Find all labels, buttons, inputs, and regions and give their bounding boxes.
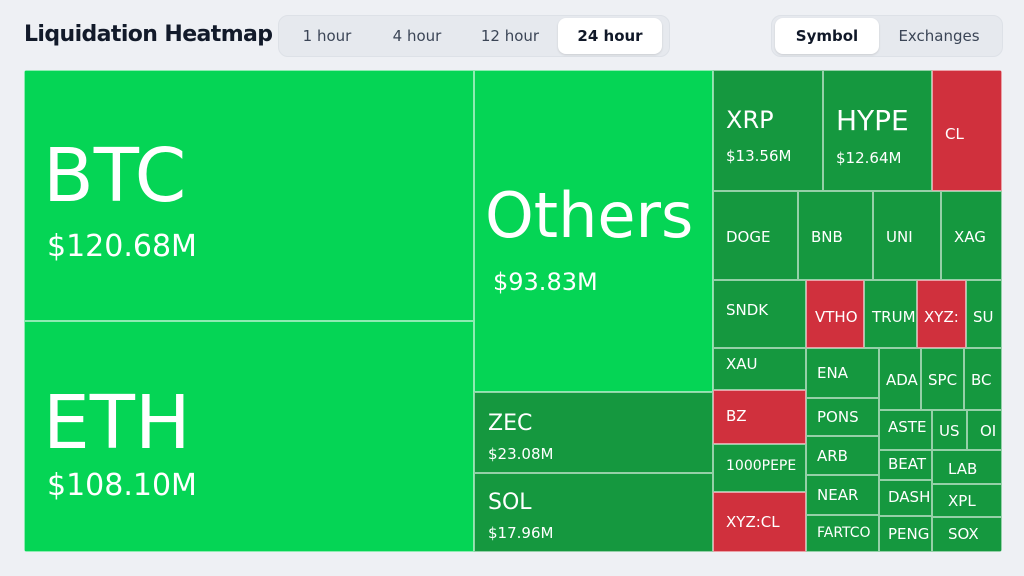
tile-symbol: ASTE [888, 418, 927, 436]
tile-symbol: ENA [817, 364, 848, 382]
tile-su[interactable]: SU [966, 280, 1002, 348]
tile-bz[interactable]: BZ [713, 390, 806, 444]
tile-pons[interactable]: PONS [806, 398, 879, 436]
tile-trum[interactable]: TRUM [864, 280, 917, 348]
tile-value: $108.10M [47, 468, 197, 503]
tile-symbol: SOL [488, 490, 532, 515]
tile-symbol: ZEC [488, 411, 533, 436]
group-symbol-button[interactable]: Symbol [775, 18, 879, 54]
tile-symbol: Others [485, 179, 694, 252]
tile-symbol: XAG [954, 228, 986, 246]
tile-aster[interactable]: ASTE [879, 410, 932, 450]
timeframe-12h-button[interactable]: 12 hour [480, 27, 540, 45]
tile-value: $17.96M [488, 524, 554, 542]
tile-symbol: ARB [817, 447, 848, 465]
tile-symbol: DOGE [726, 228, 771, 246]
timeframe-24h-button[interactable]: 24 hour [558, 18, 662, 54]
tile-others[interactable]: Others $93.83M [474, 70, 713, 392]
tile-bc[interactable]: BC [964, 348, 1002, 410]
tile-us[interactable]: US [932, 410, 967, 450]
tile-symbol: BZ [726, 407, 747, 425]
tile-symbol: HYPE [836, 104, 909, 137]
tile-symbol: XYZ: [924, 308, 959, 326]
grouping-selector: Symbol Exchanges [771, 15, 1003, 57]
tile-symbol: UNI [886, 228, 913, 246]
tile-symbol: FARTCO [817, 525, 871, 541]
timeframe-selector: 1 hour 4 hour 12 hour 24 hour [278, 15, 670, 57]
tile-symbol: ADA [886, 371, 918, 389]
tile-symbol: SOX [948, 525, 979, 543]
tile-eth[interactable]: ETH $108.10M [24, 321, 474, 552]
tile-peng[interactable]: PENG [879, 516, 932, 552]
tile-bnb[interactable]: BNB [798, 191, 873, 280]
tile-xyz-cl[interactable]: XYZ:CL [713, 492, 806, 552]
tile-symbol: PENG [888, 525, 930, 543]
tile-xpl[interactable]: XPL [932, 484, 1002, 517]
tile-symbol: NEAR [817, 486, 859, 504]
tile-symbol: XRP [726, 106, 774, 134]
tile-symbol: TRUM [872, 308, 916, 326]
tile-xau[interactable]: XAU [713, 348, 806, 390]
page-title: Liquidation Heatmap [24, 22, 273, 47]
tile-cl[interactable]: CL [932, 70, 1002, 191]
tile-symbol: LAB [948, 460, 978, 478]
liquidation-heatmap: BTC $120.68M ETH $108.10M Others $93.83M… [24, 70, 1002, 552]
tile-xag[interactable]: XAG [941, 191, 1002, 280]
tile-symbol: US [939, 422, 960, 440]
tile-ada[interactable]: ADA [879, 348, 921, 410]
tile-zec[interactable]: ZEC $23.08M [474, 392, 713, 473]
tile-sol[interactable]: SOL $17.96M [474, 473, 713, 552]
timeframe-4h-button[interactable]: 4 hour [392, 27, 442, 45]
tile-symbol: XYZ:CL [726, 513, 780, 531]
tile-symbol: XAU [726, 355, 758, 373]
tile-symbol: SU [973, 308, 994, 326]
tile-fartcoin[interactable]: FARTCO [806, 515, 879, 552]
tile-hype[interactable]: HYPE $12.64M [823, 70, 932, 191]
tile-value: $93.83M [493, 268, 598, 296]
tile-spc[interactable]: SPC [921, 348, 964, 410]
group-exchanges-button[interactable]: Exchanges [898, 27, 980, 45]
tile-symbol: ETH [43, 380, 191, 466]
tile-symbol: CL [945, 125, 964, 143]
tile-value: $12.64M [836, 149, 902, 167]
tile-symbol: SPC [928, 371, 958, 389]
tile-doge[interactable]: DOGE [713, 191, 798, 280]
tile-value: $13.56M [726, 147, 792, 165]
tile-uni[interactable]: UNI [873, 191, 941, 280]
tile-value: $120.68M [47, 229, 197, 264]
tile-symbol: BNB [811, 228, 843, 246]
tile-beat[interactable]: BEAT [879, 450, 932, 480]
tile-ena[interactable]: ENA [806, 348, 879, 398]
tile-xrp[interactable]: XRP $13.56M [713, 70, 823, 191]
tile-symbol: 1000PEPE [726, 458, 797, 474]
tile-symbol: BEAT [888, 455, 927, 473]
tile-symbol: PONS [817, 408, 859, 426]
tile-symbol: SNDK [726, 301, 769, 319]
tile-symbol: VTHO [815, 308, 858, 326]
tile-symbol: OI [980, 422, 997, 440]
tile-vtho[interactable]: VTHO [806, 280, 864, 348]
tile-sndk[interactable]: SNDK [713, 280, 806, 348]
tile-btc[interactable]: BTC $120.68M [24, 70, 474, 321]
tile-arb[interactable]: ARB [806, 436, 879, 475]
tile-1000pepe[interactable]: 1000PEPE [713, 444, 806, 492]
tile-symbol: BTC [43, 133, 187, 219]
tile-value: $23.08M [488, 445, 554, 463]
tile-symbol: XPL [948, 492, 976, 510]
tile-symbol: DASH [888, 488, 931, 506]
tile-xyz-short[interactable]: XYZ: [917, 280, 966, 348]
tile-sox[interactable]: SOX [932, 517, 1002, 552]
tile-oi[interactable]: OI [967, 410, 1002, 450]
tile-lab[interactable]: LAB [932, 450, 1002, 484]
tile-symbol: BC [971, 371, 992, 389]
tile-dash[interactable]: DASH [879, 480, 932, 516]
timeframe-1h-button[interactable]: 1 hour [302, 27, 352, 45]
tile-near[interactable]: NEAR [806, 475, 879, 515]
